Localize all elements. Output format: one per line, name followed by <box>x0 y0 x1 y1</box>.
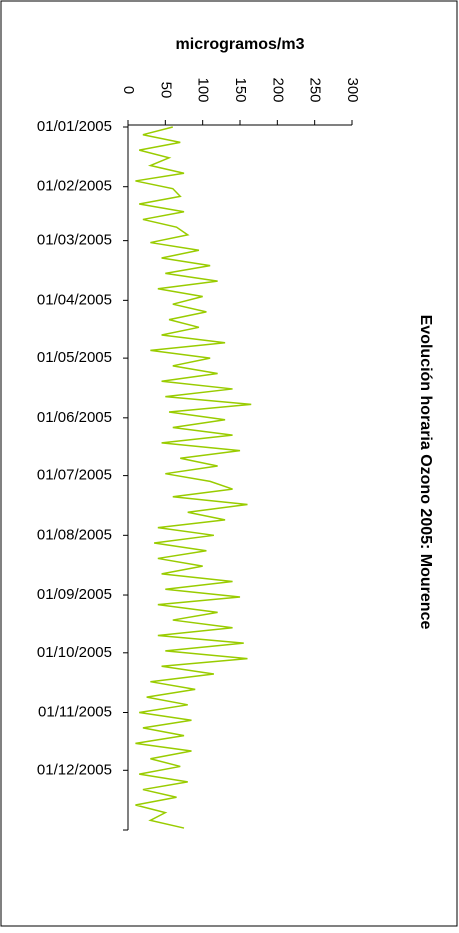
x-tick-label: 01/08/2005 <box>37 526 112 543</box>
value-axis-title: microgramos/m3 <box>176 36 305 53</box>
y-tick-label: 100 <box>195 77 212 102</box>
x-tick-label: 01/03/2005 <box>37 232 112 249</box>
x-tick-label: 01/04/2005 <box>37 291 112 308</box>
y-tick-label: 0 <box>120 86 137 94</box>
x-tick-label: 01/06/2005 <box>37 409 112 426</box>
y-tick-label: 50 <box>157 82 174 99</box>
chart-title: Evolución horaria Ozono 2005: Mourence <box>417 315 434 630</box>
y-tick-label: 250 <box>307 77 324 102</box>
x-tick-label: 01/02/2005 <box>37 178 112 195</box>
x-tick-label: 01/01/2005 <box>37 118 112 135</box>
x-tick-label: 01/11/2005 <box>38 703 112 720</box>
y-tick-label: 300 <box>344 77 361 102</box>
x-tick-label: 01/05/2005 <box>37 349 112 366</box>
x-tick-label: 01/12/2005 <box>37 761 112 778</box>
x-tick-label: 01/07/2005 <box>37 467 112 484</box>
x-tick-label: 01/09/2005 <box>37 586 112 603</box>
data-line <box>135 126 252 829</box>
y-tick-label: 200 <box>269 77 286 102</box>
y-tick-label: 150 <box>232 77 249 102</box>
x-tick-label: 01/10/2005 <box>37 644 112 661</box>
